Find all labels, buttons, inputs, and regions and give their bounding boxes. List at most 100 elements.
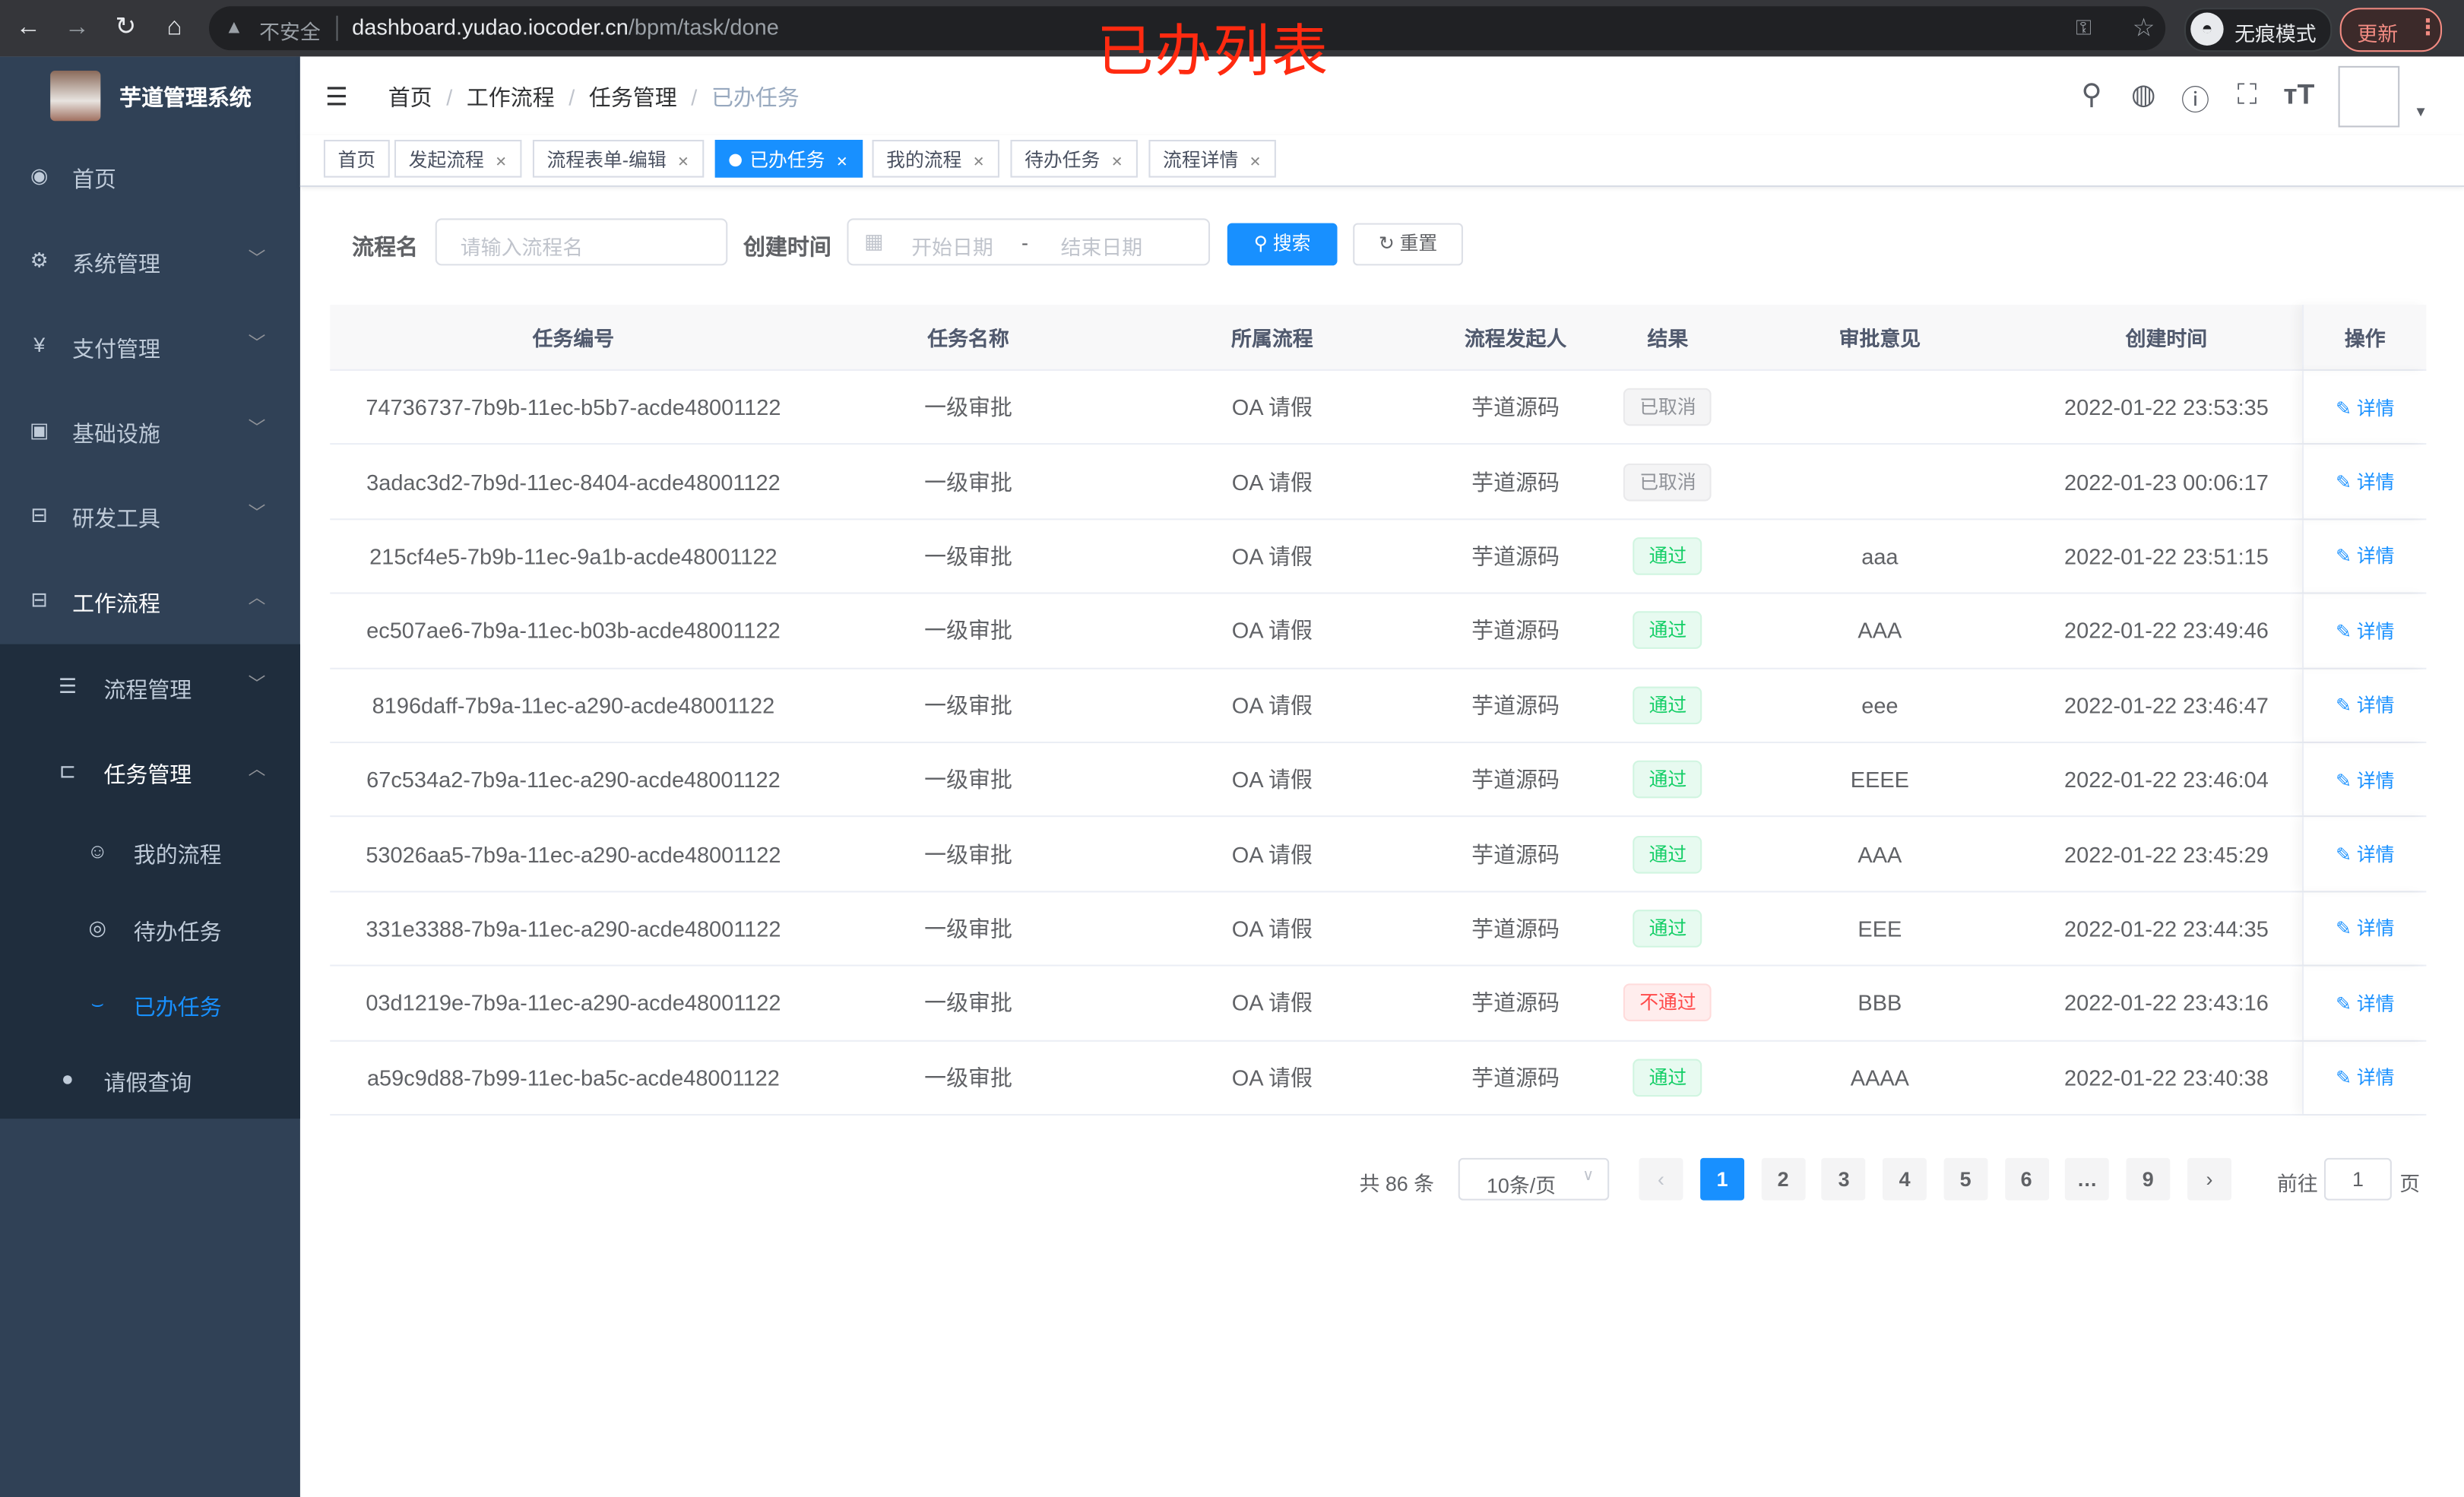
eye-closed-icon: ⌣ (90, 991, 105, 1015)
close-icon[interactable]: ✕ (1110, 153, 1123, 170)
help-icon[interactable]: ⓘ (2181, 84, 2210, 117)
tag-label: 我的流程 (886, 149, 962, 172)
more-icon[interactable]: ⋮ (2416, 14, 2439, 40)
tag-home[interactable]: 首页 (323, 140, 390, 178)
more-pages-button[interactable]: … (2065, 1157, 2110, 1201)
task-name-cell: 一级审批 (924, 916, 1012, 942)
sidebar-item-my-process[interactable]: ☺ 我的流程 (0, 811, 300, 896)
chevron-down-icon: ﹀ (248, 419, 266, 438)
hamburger-icon[interactable]: ☰ (325, 84, 348, 112)
github-icon[interactable]: ◍ (2130, 78, 2156, 110)
sidebar-item-infra[interactable]: ▣ 基础设施 ﹀ (0, 390, 300, 475)
search-button-label: 搜索 (1272, 233, 1311, 255)
task-name-cell: 一级审批 (924, 990, 1012, 1016)
breadcrumb-item[interactable]: 工作流程 (466, 84, 555, 110)
sidebar-item-leave-query[interactable]: ● 请假查询 (0, 1039, 300, 1124)
back-icon[interactable]: ← (15, 14, 41, 41)
breadcrumb-item[interactable]: 任务管理 (588, 84, 677, 110)
sidebar-item-pay[interactable]: ¥ 支付管理 ﹀ (0, 305, 300, 390)
sidebar-item-devtools[interactable]: ⊟ 研发工具 ﹀ (0, 474, 300, 559)
task-name-cell: 一级审批 (924, 469, 1012, 495)
breadcrumb-item[interactable]: 首页 (388, 84, 432, 110)
close-icon[interactable]: ✕ (1249, 153, 1262, 170)
key-icon[interactable]: ⚿ (2076, 15, 2092, 40)
start-date-input[interactable]: 开始日期 (911, 236, 993, 260)
end-date-input[interactable]: 结束日期 (1060, 236, 1143, 260)
incognito-badge[interactable]: ◓ 无痕模式 (2184, 8, 2333, 52)
detail-link[interactable]: ✎ 详情 (2336, 766, 2394, 793)
sidebar-item-label: 基础设施 (72, 421, 160, 447)
detail-link[interactable]: ✎ 详情 (2336, 692, 2394, 718)
page-button[interactable]: 6 (2004, 1157, 2049, 1201)
tag-process-detail[interactable]: 流程详情 ✕ (1148, 140, 1275, 178)
detail-link[interactable]: ✎ 详情 (2336, 617, 2394, 644)
page-size-select[interactable]: 10条/页 ∨ (1458, 1157, 1610, 1201)
fullscreen-icon[interactable]: ⛶ (2237, 78, 2257, 110)
tag-done-tasks[interactable]: 已办任务 ✕ (714, 140, 863, 178)
tag-my-process[interactable]: 我的流程 ✕ (872, 140, 999, 178)
process-name-input[interactable]: 请输入流程名 (435, 218, 728, 266)
pagination: 共 86 条 10条/页 ∨ ‹ 1 2 3 4 5 6… 9 › 前往 1 页 (0, 1157, 2464, 1202)
sidebar-item-system[interactable]: ⚙ 系统管理 ﹀ (0, 220, 300, 305)
close-icon[interactable]: ✕ (972, 153, 985, 170)
home-icon[interactable]: ⌂ (166, 14, 182, 41)
detail-link[interactable]: ✎ 详情 (2336, 915, 2394, 942)
create-time-cell: 2022-01-23 00:06:17 (2064, 469, 2269, 495)
tag-todo[interactable]: 待办任务 ✕ (1010, 140, 1138, 178)
date-range-picker[interactable]: ▦ 开始日期 - 结束日期 (847, 218, 1211, 266)
sidebar-item-todo[interactable]: ◎ 待办任务 (0, 888, 300, 973)
sidebar-item-workflow[interactable]: ⊟ 工作流程 ︿ (0, 559, 300, 644)
toolbox-icon: ⊟ (30, 502, 48, 527)
column-header: 审批意见 (1838, 327, 1921, 351)
column-header: 所属流程 (1231, 327, 1313, 351)
sidebar-item-home[interactable]: ◉ 首页 (0, 135, 300, 220)
comment-cell: AAA (1858, 618, 1902, 644)
prev-page-button[interactable]: ‹ (1639, 1157, 1683, 1201)
result-cell: 通过 (1607, 761, 1729, 799)
close-icon[interactable]: ✕ (835, 153, 848, 170)
next-page-button[interactable]: › (2187, 1157, 2231, 1201)
detail-link-label: 详情 (2356, 992, 2395, 1015)
detail-link[interactable]: ✎ 详情 (2336, 1064, 2394, 1090)
sidebar-item-process-manage[interactable]: ☰ 流程管理 ﹀ (0, 646, 300, 731)
sidebar-item-done[interactable]: ⌣ 已办任务 (0, 963, 300, 1048)
address-bar[interactable]: ▲ 不安全 dashboard.yudao.iocoder.cn/bpm/tas… (208, 6, 2166, 51)
star-icon[interactable]: ☆ (2132, 15, 2155, 43)
action-cell: ✎ 详情 (2302, 742, 2426, 816)
close-icon[interactable]: ✕ (495, 153, 507, 170)
tag-start-process[interactable]: 发起流程 ✕ (394, 140, 521, 178)
goto-page-input[interactable]: 1 (2323, 1157, 2392, 1201)
tag-form-edit[interactable]: 流程表单-编辑 ✕ (532, 140, 704, 178)
incognito-icon: ◓ (2190, 12, 2224, 46)
briefcase-icon: ⊟ (30, 587, 48, 612)
result-cell: 通过 (1607, 909, 1729, 948)
avatar[interactable] (2338, 65, 2400, 128)
page-button[interactable]: 3 (1822, 1157, 1867, 1201)
detail-link[interactable]: ✎ 详情 (2336, 840, 2394, 867)
page-button[interactable]: 4 (1883, 1157, 1927, 1201)
detail-link[interactable]: ✎ 详情 (2336, 543, 2394, 569)
detail-link[interactable]: ✎ 详情 (2336, 989, 2394, 1016)
font-size-icon[interactable]: тT (2283, 78, 2315, 110)
detail-link[interactable]: ✎ 详情 (2336, 468, 2394, 495)
sidebar-item-task-manage[interactable]: ⊏ 任务管理 ︿ (0, 730, 300, 815)
task-name-cell: 一级审批 (924, 543, 1012, 569)
detail-link[interactable]: ✎ 详情 (2336, 394, 2394, 420)
search-icon[interactable]: ⚲ (2081, 78, 2102, 110)
url-text[interactable]: dashboard.yudao.iocoder.cn/bpm/task/done (352, 14, 779, 40)
page-button[interactable]: 2 (1761, 1157, 1806, 1201)
reload-icon[interactable]: ↻ (115, 14, 137, 41)
page-button[interactable]: 9 (2126, 1157, 2171, 1201)
reset-button[interactable]: ↻ 重置 (1353, 223, 1463, 266)
close-icon[interactable]: ✕ (677, 153, 689, 170)
caret-down-icon[interactable]: ▼ (2413, 103, 2428, 120)
result-cell: 通过 (1607, 1058, 1729, 1097)
goto-page-value: 1 (2352, 1167, 2364, 1192)
update-button[interactable]: 更新 ⋮ (2339, 8, 2443, 52)
column-header: 流程发起人 (1464, 327, 1567, 351)
page-button[interactable]: 1 (1700, 1157, 1745, 1201)
page-button[interactable]: 5 (1943, 1157, 1988, 1201)
breadcrumb-separator: / (568, 84, 575, 110)
forward-icon[interactable]: → (64, 14, 90, 41)
search-button[interactable]: ⚲ 搜索 (1227, 223, 1338, 266)
